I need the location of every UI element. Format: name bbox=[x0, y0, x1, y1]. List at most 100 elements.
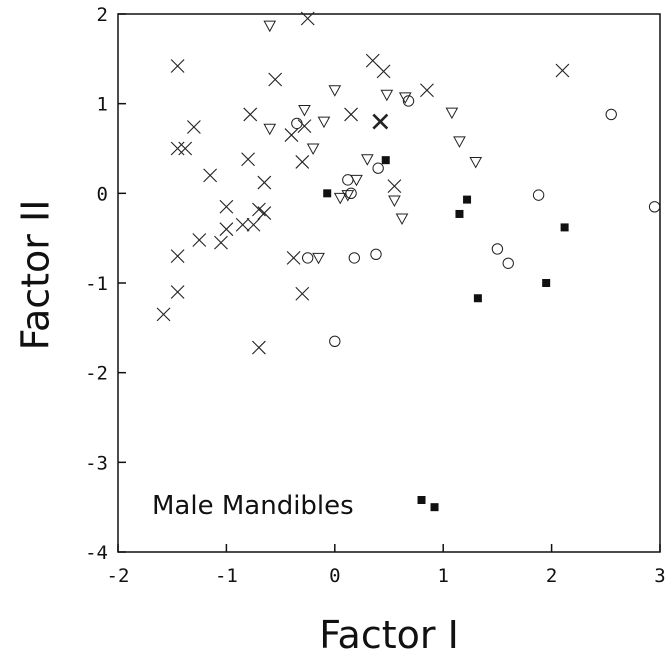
square-marker bbox=[542, 279, 551, 287]
triangle-marker bbox=[445, 107, 459, 120]
x-stroke bbox=[235, 217, 250, 232]
x-stroke bbox=[186, 120, 201, 134]
x-stroke bbox=[252, 340, 266, 355]
x-stroke bbox=[178, 141, 193, 156]
x-stroke bbox=[203, 168, 218, 183]
x-tick-label: 1 bbox=[437, 565, 448, 587]
x-stroke bbox=[170, 285, 185, 299]
x-marker bbox=[555, 63, 570, 78]
square-marker bbox=[560, 223, 569, 232]
data-points bbox=[156, 11, 661, 512]
x-marker bbox=[214, 235, 228, 250]
x-stroke bbox=[170, 141, 185, 156]
triangle-marker bbox=[328, 85, 342, 97]
annotation-male-mandibles: Male Mandibles bbox=[152, 491, 354, 521]
x-stroke bbox=[284, 128, 299, 142]
circle-marker bbox=[291, 117, 303, 130]
x-marker bbox=[178, 141, 193, 156]
x-stroke bbox=[286, 251, 301, 265]
triangle-marker bbox=[469, 156, 483, 169]
x-marker bbox=[344, 107, 358, 122]
square-marker bbox=[381, 156, 390, 165]
x-stroke bbox=[170, 59, 185, 73]
x-axis-title: Factor I bbox=[319, 613, 459, 657]
triangle-marker bbox=[360, 154, 374, 166]
x-marker bbox=[297, 119, 312, 133]
circle-marker bbox=[345, 187, 357, 200]
x-stroke bbox=[243, 107, 258, 122]
x-tick-label: 3 bbox=[654, 565, 665, 587]
x-stroke bbox=[170, 249, 185, 263]
square-marker bbox=[430, 503, 439, 512]
x-stroke bbox=[241, 152, 255, 167]
x-stroke bbox=[192, 233, 207, 247]
x-marker-bold bbox=[372, 113, 389, 130]
triangle-marker bbox=[341, 190, 355, 202]
x-stroke bbox=[257, 206, 272, 220]
triangle-marker bbox=[350, 174, 363, 187]
circle-marker bbox=[372, 162, 384, 174]
x-tick-label: 2 bbox=[546, 565, 557, 587]
circle-marker bbox=[370, 248, 382, 261]
triangle-marker bbox=[263, 20, 277, 33]
x-marker bbox=[257, 206, 272, 220]
x-marker bbox=[295, 155, 310, 169]
x-marker bbox=[186, 120, 201, 134]
x-tick-label: -1 bbox=[215, 565, 238, 587]
x-marker bbox=[235, 217, 250, 232]
circle-marker bbox=[342, 174, 354, 186]
circle-marker bbox=[648, 201, 661, 213]
x-marker bbox=[219, 222, 234, 237]
axis-ticks: -2 -1 0 1 2 3 -4 -3 -2 -1 0 1 2 bbox=[85, 4, 666, 587]
x-marker bbox=[219, 199, 234, 214]
x-marker bbox=[252, 340, 266, 355]
y-axis-title: Factor II bbox=[14, 200, 58, 351]
x-marker bbox=[203, 168, 218, 183]
x-marker bbox=[300, 11, 315, 26]
x-marker bbox=[243, 107, 258, 122]
x-tick-label: 0 bbox=[329, 565, 340, 587]
triangle-marker bbox=[263, 123, 277, 136]
x-marker bbox=[295, 286, 310, 301]
circle-marker bbox=[302, 252, 314, 264]
x-marker bbox=[286, 251, 301, 265]
circle-marker bbox=[605, 108, 617, 121]
x-stroke bbox=[300, 11, 315, 26]
x-stroke bbox=[376, 64, 391, 79]
circle-marker bbox=[348, 252, 361, 264]
y-tick-label: -4 bbox=[85, 542, 108, 564]
x-stroke bbox=[252, 202, 266, 217]
triangle-marker bbox=[317, 116, 331, 129]
x-stroke bbox=[295, 286, 310, 301]
y-tick-label: 2 bbox=[97, 4, 108, 26]
circle-marker bbox=[502, 257, 514, 269]
triangle-marker bbox=[306, 143, 320, 156]
x-marker bbox=[268, 72, 283, 87]
x-stroke bbox=[365, 53, 380, 68]
triangle-marker bbox=[388, 195, 401, 208]
x-stroke bbox=[214, 235, 228, 250]
triangle-marker bbox=[395, 213, 409, 225]
x-marker bbox=[192, 233, 207, 247]
x-stroke bbox=[344, 107, 358, 122]
triangle-marker bbox=[453, 136, 466, 148]
x-stroke bbox=[246, 217, 261, 232]
square-marker bbox=[463, 195, 472, 204]
x-marker bbox=[156, 307, 171, 322]
x-marker bbox=[376, 64, 391, 79]
y-tick-label: 1 bbox=[97, 94, 108, 116]
x-marker bbox=[170, 285, 185, 299]
y-tick-label: -2 bbox=[85, 363, 108, 385]
plot-frame bbox=[117, 13, 661, 553]
x-stroke bbox=[372, 113, 389, 130]
triangle-marker bbox=[298, 104, 311, 117]
y-tick-label: -1 bbox=[85, 273, 108, 295]
square-marker bbox=[473, 294, 482, 303]
x-stroke bbox=[219, 199, 234, 214]
x-marker bbox=[284, 128, 299, 142]
x-stroke bbox=[295, 155, 310, 169]
x-stroke bbox=[297, 119, 312, 133]
x-marker bbox=[257, 175, 272, 190]
x-marker bbox=[387, 179, 402, 194]
